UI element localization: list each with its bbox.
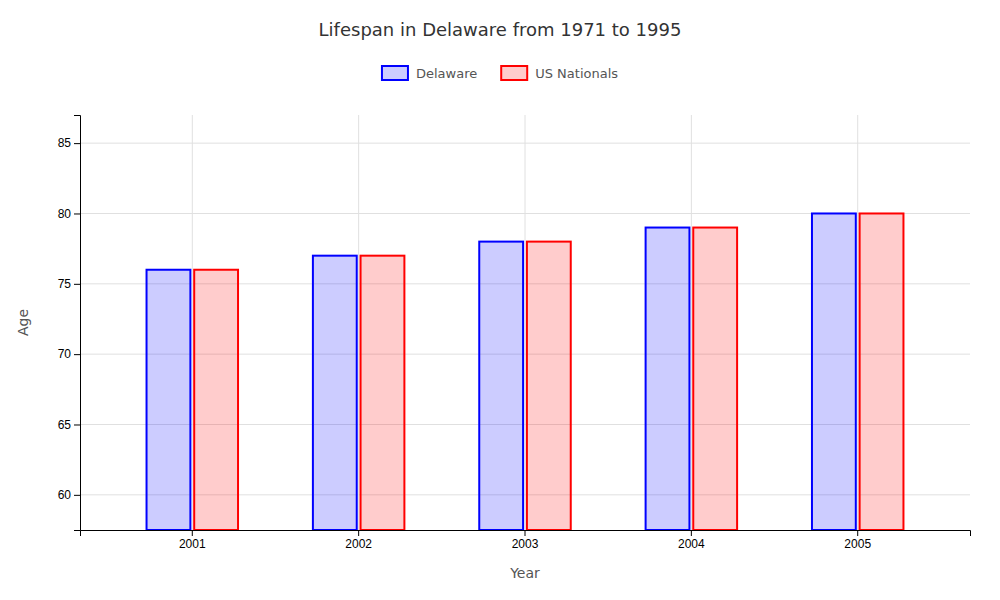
legend-label: Delaware xyxy=(416,66,477,81)
x-tick-mark xyxy=(358,530,359,536)
x-tick-mark xyxy=(691,530,692,536)
x-tick: 2001 xyxy=(179,530,206,551)
y-tick-label: 70 xyxy=(58,347,72,361)
bar-series xyxy=(147,213,856,530)
y-tick-label: 65 xyxy=(58,418,72,432)
legend-item: Delaware xyxy=(382,66,477,81)
legend-swatch xyxy=(501,66,527,80)
x-tick: 2005 xyxy=(844,530,871,551)
y-tick-mark xyxy=(74,495,80,496)
y-tick-mark xyxy=(74,213,80,214)
chart-container: 2001 2002 2003 2004 2005 60 65 70 75 80 85 Lifespan… xyxy=(0,0,1000,600)
bar-series xyxy=(194,213,903,530)
y-tick: 80 xyxy=(58,207,80,221)
y-tick: 70 xyxy=(58,347,80,361)
bar xyxy=(313,256,357,530)
title: Lifespan in Delaware from 1971 to 1995 xyxy=(319,19,682,40)
bar xyxy=(646,228,690,530)
x-tick: 2004 xyxy=(678,530,705,551)
bar xyxy=(693,228,737,530)
bar xyxy=(812,213,856,530)
x-axis: 2001 2002 2003 2004 2005 xyxy=(81,530,971,551)
grid-line-x xyxy=(525,115,526,530)
plot-area: 2001 2002 2003 2004 2005 60 65 70 75 80 85 xyxy=(58,115,971,551)
y-tick: 85 xyxy=(58,136,80,150)
grid-line-x xyxy=(857,115,858,530)
x-axis-line xyxy=(81,531,971,537)
grid-line-x xyxy=(192,115,193,530)
grid xyxy=(80,115,970,530)
y-tick-label: 85 xyxy=(58,136,72,150)
x-tick-mark xyxy=(857,530,858,536)
y-tick-label: 80 xyxy=(58,207,72,221)
bar xyxy=(194,270,238,530)
legend-item: US Nationals xyxy=(501,66,618,81)
x-tick: 2002 xyxy=(345,530,372,551)
legend-label: US Nationals xyxy=(535,66,618,81)
chart-svg: 2001 2002 2003 2004 2005 60 65 70 75 80 85 Lifespan… xyxy=(0,0,1000,600)
x-tick-label: 2003 xyxy=(512,537,539,551)
y-tick-mark xyxy=(74,284,80,285)
y-tick-mark xyxy=(74,424,80,425)
legend: Delaware US Nationals xyxy=(382,66,618,81)
y-tick-mark xyxy=(74,143,80,144)
y-axis: 60 65 70 75 80 85 xyxy=(58,116,81,531)
y-axis-line xyxy=(74,116,81,531)
y-tick-mark xyxy=(74,354,80,355)
legend-swatch xyxy=(382,66,408,80)
x-tick-label: 2005 xyxy=(844,537,871,551)
x-tick-label: 2004 xyxy=(678,537,705,551)
grid-line-x xyxy=(358,115,359,530)
x-axis-title: Year xyxy=(509,565,540,581)
x-tick: 2003 xyxy=(512,530,539,551)
x-tick-label: 2002 xyxy=(345,537,372,551)
y-tick: 75 xyxy=(58,277,80,291)
bar xyxy=(860,213,904,530)
bar xyxy=(361,256,405,530)
bar xyxy=(479,242,523,530)
y-axis-title: Age xyxy=(15,309,31,336)
bar xyxy=(527,242,571,530)
x-tick-mark xyxy=(192,530,193,536)
y-tick-label: 60 xyxy=(58,488,72,502)
bar xyxy=(147,270,191,530)
y-tick: 60 xyxy=(58,488,80,502)
y-tick: 65 xyxy=(58,418,80,432)
bars xyxy=(147,213,904,530)
x-tick-label: 2001 xyxy=(179,537,206,551)
grid-line-x xyxy=(691,115,692,530)
x-tick-mark xyxy=(525,530,526,536)
y-tick-label: 75 xyxy=(58,277,72,291)
